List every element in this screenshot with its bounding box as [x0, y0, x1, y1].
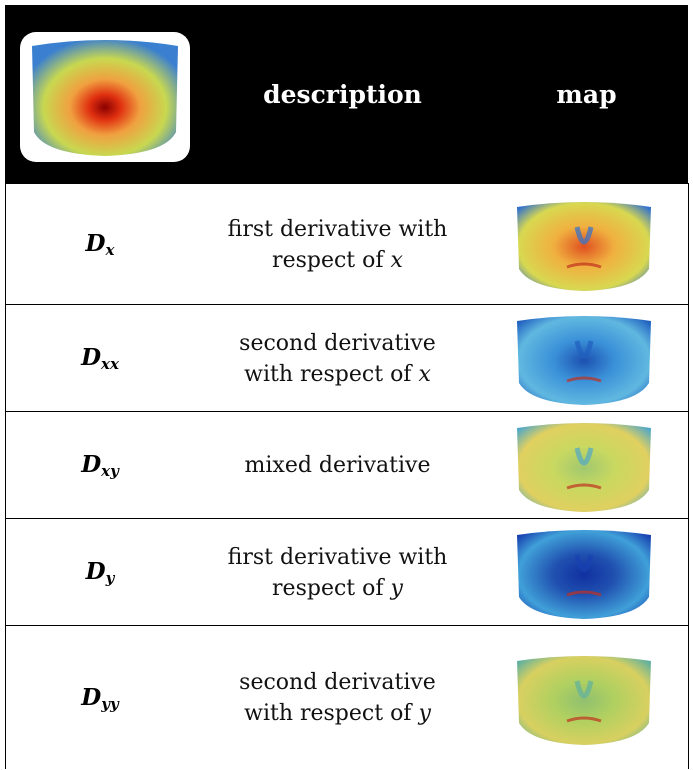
symbol-letter: D [85, 230, 106, 257]
description-line: mixed derivative [245, 450, 431, 481]
face-map [517, 530, 651, 619]
description-variable: x [390, 247, 403, 273]
description-cell: mixed derivative [195, 412, 480, 519]
description-cell: first derivative with respect of x [195, 184, 480, 305]
symbol-subscript: xx [101, 355, 119, 373]
description-text: first derivative with [227, 544, 448, 570]
symbol-subscript: y [105, 569, 115, 587]
symbol-letter: D [81, 683, 102, 711]
description: first derivative with respect of y [228, 542, 448, 604]
description-variable: y [390, 575, 403, 601]
map-cell [480, 519, 688, 626]
description-line: with respect of y [239, 698, 436, 729]
table-row: Dx first derivative with respect of x [5, 183, 688, 305]
description-text: respect of [272, 247, 384, 273]
description-line: with respect of x [239, 359, 436, 390]
description-cell: first derivative with respect of y [195, 519, 480, 626]
description-text: mixed derivative [244, 453, 431, 478]
description: second derivative with respect of y [239, 667, 436, 729]
map-cell [480, 184, 688, 305]
map-cell [480, 412, 688, 519]
description-text: second derivative [239, 670, 436, 695]
table-row: Dyy second derivative with respect of y [5, 625, 688, 770]
description-variable: x [418, 361, 431, 387]
symbol: Dxy [81, 451, 119, 480]
symbol: Dxx [81, 344, 119, 373]
face-map [517, 316, 651, 405]
symbol: Dy [86, 558, 115, 587]
table-row: Dy first derivative with respect of y [5, 518, 688, 626]
map-cell [480, 305, 688, 412]
table-header: description map [5, 5, 688, 183]
symbol-subscript: xy [101, 462, 119, 480]
symbol: Dx [86, 230, 115, 259]
header-description: description [263, 79, 422, 109]
symbol-cell: Dxx [5, 305, 195, 412]
description-line: first derivative with [228, 542, 448, 573]
symbol-letter: D [85, 558, 106, 585]
symbol-cell: Dxy [5, 412, 195, 519]
description-line: second derivative [239, 667, 436, 698]
symbol-subscript: yy [101, 694, 119, 713]
description-line: respect of y [228, 573, 448, 604]
table-border-left [5, 183, 6, 769]
symbol: Dyy [81, 684, 118, 713]
description: mixed derivative [245, 450, 431, 481]
description-cell: second derivative with respect of x [195, 305, 480, 412]
description: first derivative with respect of x [228, 214, 448, 276]
description-line: second derivative [239, 328, 436, 359]
symbol-subscript: x [105, 241, 115, 259]
face-map [517, 202, 651, 291]
symbol-letter: D [81, 344, 102, 371]
description-text: second derivative [239, 330, 436, 356]
description-cell: second derivative with respect of y [195, 626, 480, 770]
description-text: respect of [272, 575, 384, 601]
description-line: respect of x [228, 245, 448, 276]
description-text: with respect of [244, 361, 412, 387]
face-map [517, 655, 651, 745]
table-border-right [688, 183, 689, 769]
symbol-cell: Dyy [5, 626, 195, 770]
description-text: first derivative with [227, 216, 448, 242]
symbol-cell: Dx [5, 184, 195, 305]
table-row: Dxy mixed derivative [5, 411, 688, 519]
description-line: first derivative with [228, 214, 448, 245]
symbol-letter: D [81, 451, 102, 478]
table-row: Dxx second derivative with respect of x [5, 304, 688, 412]
header-map: map [556, 79, 617, 109]
header-face-map [32, 40, 178, 156]
header-image-frame [20, 32, 190, 162]
symbol-cell: Dy [5, 519, 195, 626]
description: second derivative with respect of x [239, 328, 436, 390]
face-map [517, 423, 651, 512]
description-variable: y [418, 701, 431, 726]
map-cell [480, 626, 688, 770]
description-text: with respect of [244, 701, 412, 726]
